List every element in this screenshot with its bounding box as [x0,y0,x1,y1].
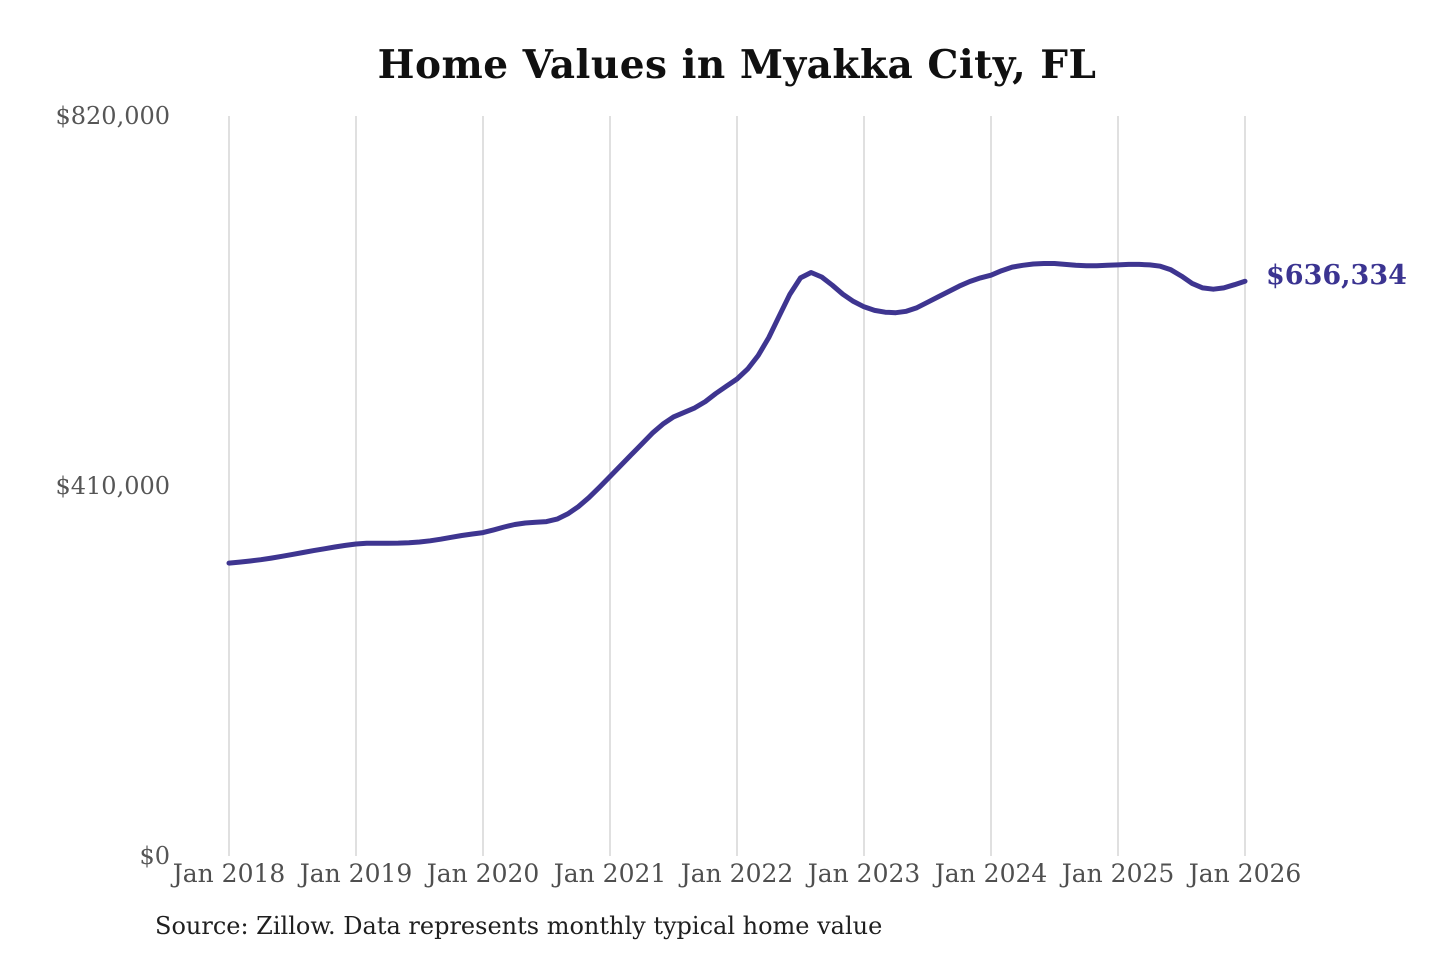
x-tick-label-jan-2022: Jan 2022 [678,859,794,888]
x-tick-label-jan-2026: Jan 2026 [1186,859,1302,888]
source-note: Source: Zillow. Data represents monthly … [155,912,883,940]
x-tick-label-jan-2019: Jan 2019 [297,859,413,888]
chart-title: Home Values in Myakka City, FL [377,42,1097,88]
x-tick-label-jan-2023: Jan 2023 [805,859,921,888]
x-tick-label-jan-2025: Jan 2025 [1059,859,1175,888]
home-value-line [226,261,1248,566]
x-tick-label-jan-2024: Jan 2024 [932,859,1048,888]
y-tick-label-0: $0 [139,842,170,870]
y-tick-label-820000: $820,000 [55,102,170,130]
x-tick-label-jan-2020: Jan 2020 [424,859,540,888]
y-tick-label-410000: $410,000 [55,472,170,500]
latest-value-label: $636,334 [1266,260,1407,291]
x-tick-label-jan-2018: Jan 2018 [170,859,286,888]
x-tick-label-jan-2021: Jan 2021 [551,859,667,888]
